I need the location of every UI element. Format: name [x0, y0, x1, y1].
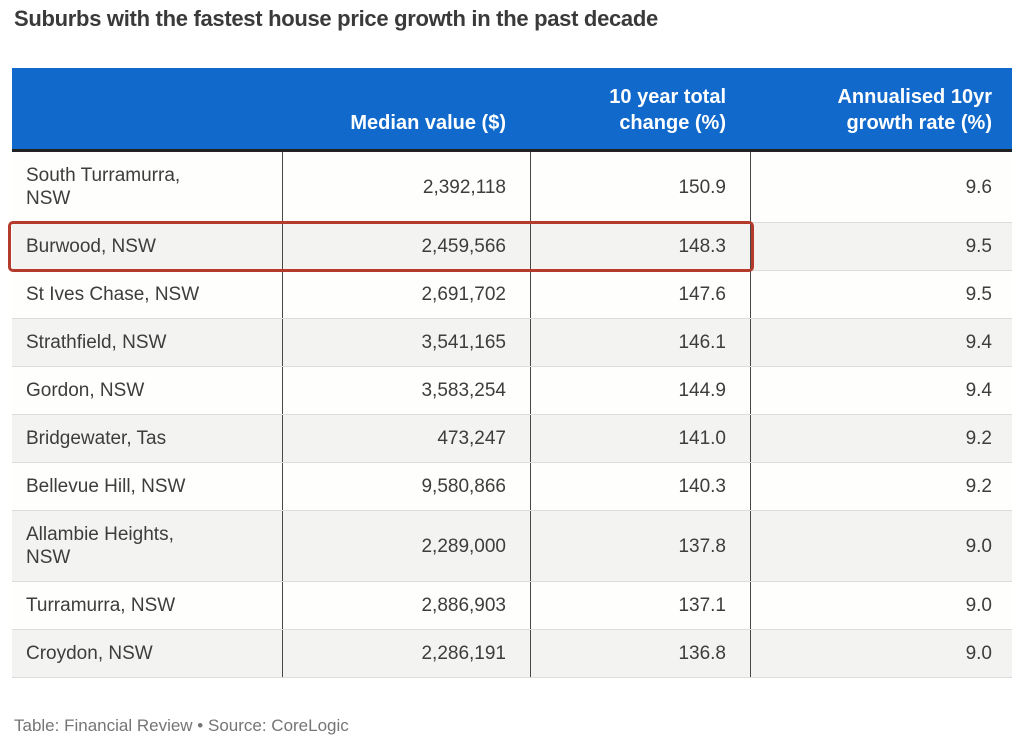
- suburb-cell: Bellevue Hill, NSW: [26, 476, 186, 497]
- growth-rate-cell: 9.4: [750, 367, 1012, 414]
- header-growth-rate: Annualised 10yr growth rate (%): [837, 86, 992, 134]
- growth-rate-cell: 9.4: [750, 319, 1012, 366]
- total-change-cell: 141.0: [530, 415, 750, 462]
- growth-rate-cell: 9.2: [750, 415, 1012, 462]
- total-change-cell: 137.1: [530, 582, 750, 629]
- total-change-cell: 136.8: [530, 630, 750, 677]
- growth-rate-cell: 9.5: [750, 271, 1012, 318]
- median-value-cell: 2,459,566: [282, 223, 530, 270]
- growth-rate-cell: 9.6: [750, 152, 1012, 222]
- table-header-row: Median value ($) 10 year total change (%…: [12, 68, 1012, 152]
- table-row: Burwood, NSW 2,459,566 148.3 9.5: [8, 221, 1012, 272]
- table-row: Allambie Heights, NSW 2,289,000 137.8 9.…: [12, 511, 1012, 582]
- growth-rate-cell: 9.0: [750, 511, 1012, 581]
- suburb-cell: Gordon, NSW: [26, 380, 145, 401]
- page-title: Suburbs with the fastest house price gro…: [14, 6, 658, 31]
- table-row: Strathfield, NSW 3,541,165 146.1 9.4: [12, 319, 1012, 367]
- header-median-value: Median value ($): [350, 112, 506, 134]
- median-value-cell: 3,583,254: [282, 367, 530, 414]
- header-suburb: [12, 124, 282, 149]
- total-change-cell: 147.6: [530, 271, 750, 318]
- growth-rate-cell: 9.0: [750, 630, 1012, 677]
- median-value-cell: 9,580,866: [282, 463, 530, 510]
- growth-rate-cell: 9.0: [750, 582, 1012, 629]
- total-change-cell: 150.9: [530, 152, 750, 222]
- total-change-cell: 144.9: [530, 367, 750, 414]
- total-change-cell: 148.3: [530, 223, 750, 270]
- median-value-cell: 2,286,191: [282, 630, 530, 677]
- table-row: Gordon, NSW 3,583,254 144.9 9.4: [12, 367, 1012, 415]
- table-row: St Ives Chase, NSW 2,691,702 147.6 9.5: [12, 271, 1012, 319]
- suburb-cell: Strathfield, NSW: [26, 332, 167, 353]
- house-price-table: Median value ($) 10 year total change (%…: [8, 68, 1012, 678]
- table-row: Bellevue Hill, NSW 9,580,866 140.3 9.2: [12, 463, 1012, 511]
- growth-rate-cell: 9.5: [750, 223, 1012, 270]
- suburb-cell: South Turramurra, NSW: [26, 165, 181, 209]
- table-row: Turramurra, NSW 2,886,903 137.1 9.0: [12, 582, 1012, 630]
- table-row: Bridgewater, Tas 473,247 141.0 9.2: [12, 415, 1012, 463]
- median-value-cell: 3,541,165: [282, 319, 530, 366]
- suburb-cell: Allambie Heights, NSW: [26, 524, 174, 568]
- median-value-cell: 2,691,702: [282, 271, 530, 318]
- suburb-cell: St Ives Chase, NSW: [26, 284, 200, 305]
- suburb-cell: Bridgewater, Tas: [26, 428, 167, 449]
- source-note: Table: Financial Review • Source: CoreLo…: [14, 716, 349, 735]
- suburb-cell: Turramurra, NSW: [26, 595, 176, 616]
- median-value-cell: 473,247: [282, 415, 530, 462]
- table-body: South Turramurra, NSW 2,392,118 150.9 9.…: [8, 152, 1012, 678]
- growth-rate-cell: 9.2: [750, 463, 1012, 510]
- suburb-cell: Croydon, NSW: [26, 643, 153, 664]
- median-value-cell: 2,392,118: [282, 152, 530, 222]
- total-change-cell: 146.1: [530, 319, 750, 366]
- table-row: South Turramurra, NSW 2,392,118 150.9 9.…: [12, 152, 1012, 223]
- suburb-cell: Burwood, NSW: [26, 236, 156, 257]
- total-change-cell: 137.8: [530, 511, 750, 581]
- median-value-cell: 2,886,903: [282, 582, 530, 629]
- table-row: Croydon, NSW 2,286,191 136.8 9.0: [12, 630, 1012, 678]
- median-value-cell: 2,289,000: [282, 511, 530, 581]
- header-total-change: 10 year total change (%): [609, 86, 726, 134]
- total-change-cell: 140.3: [530, 463, 750, 510]
